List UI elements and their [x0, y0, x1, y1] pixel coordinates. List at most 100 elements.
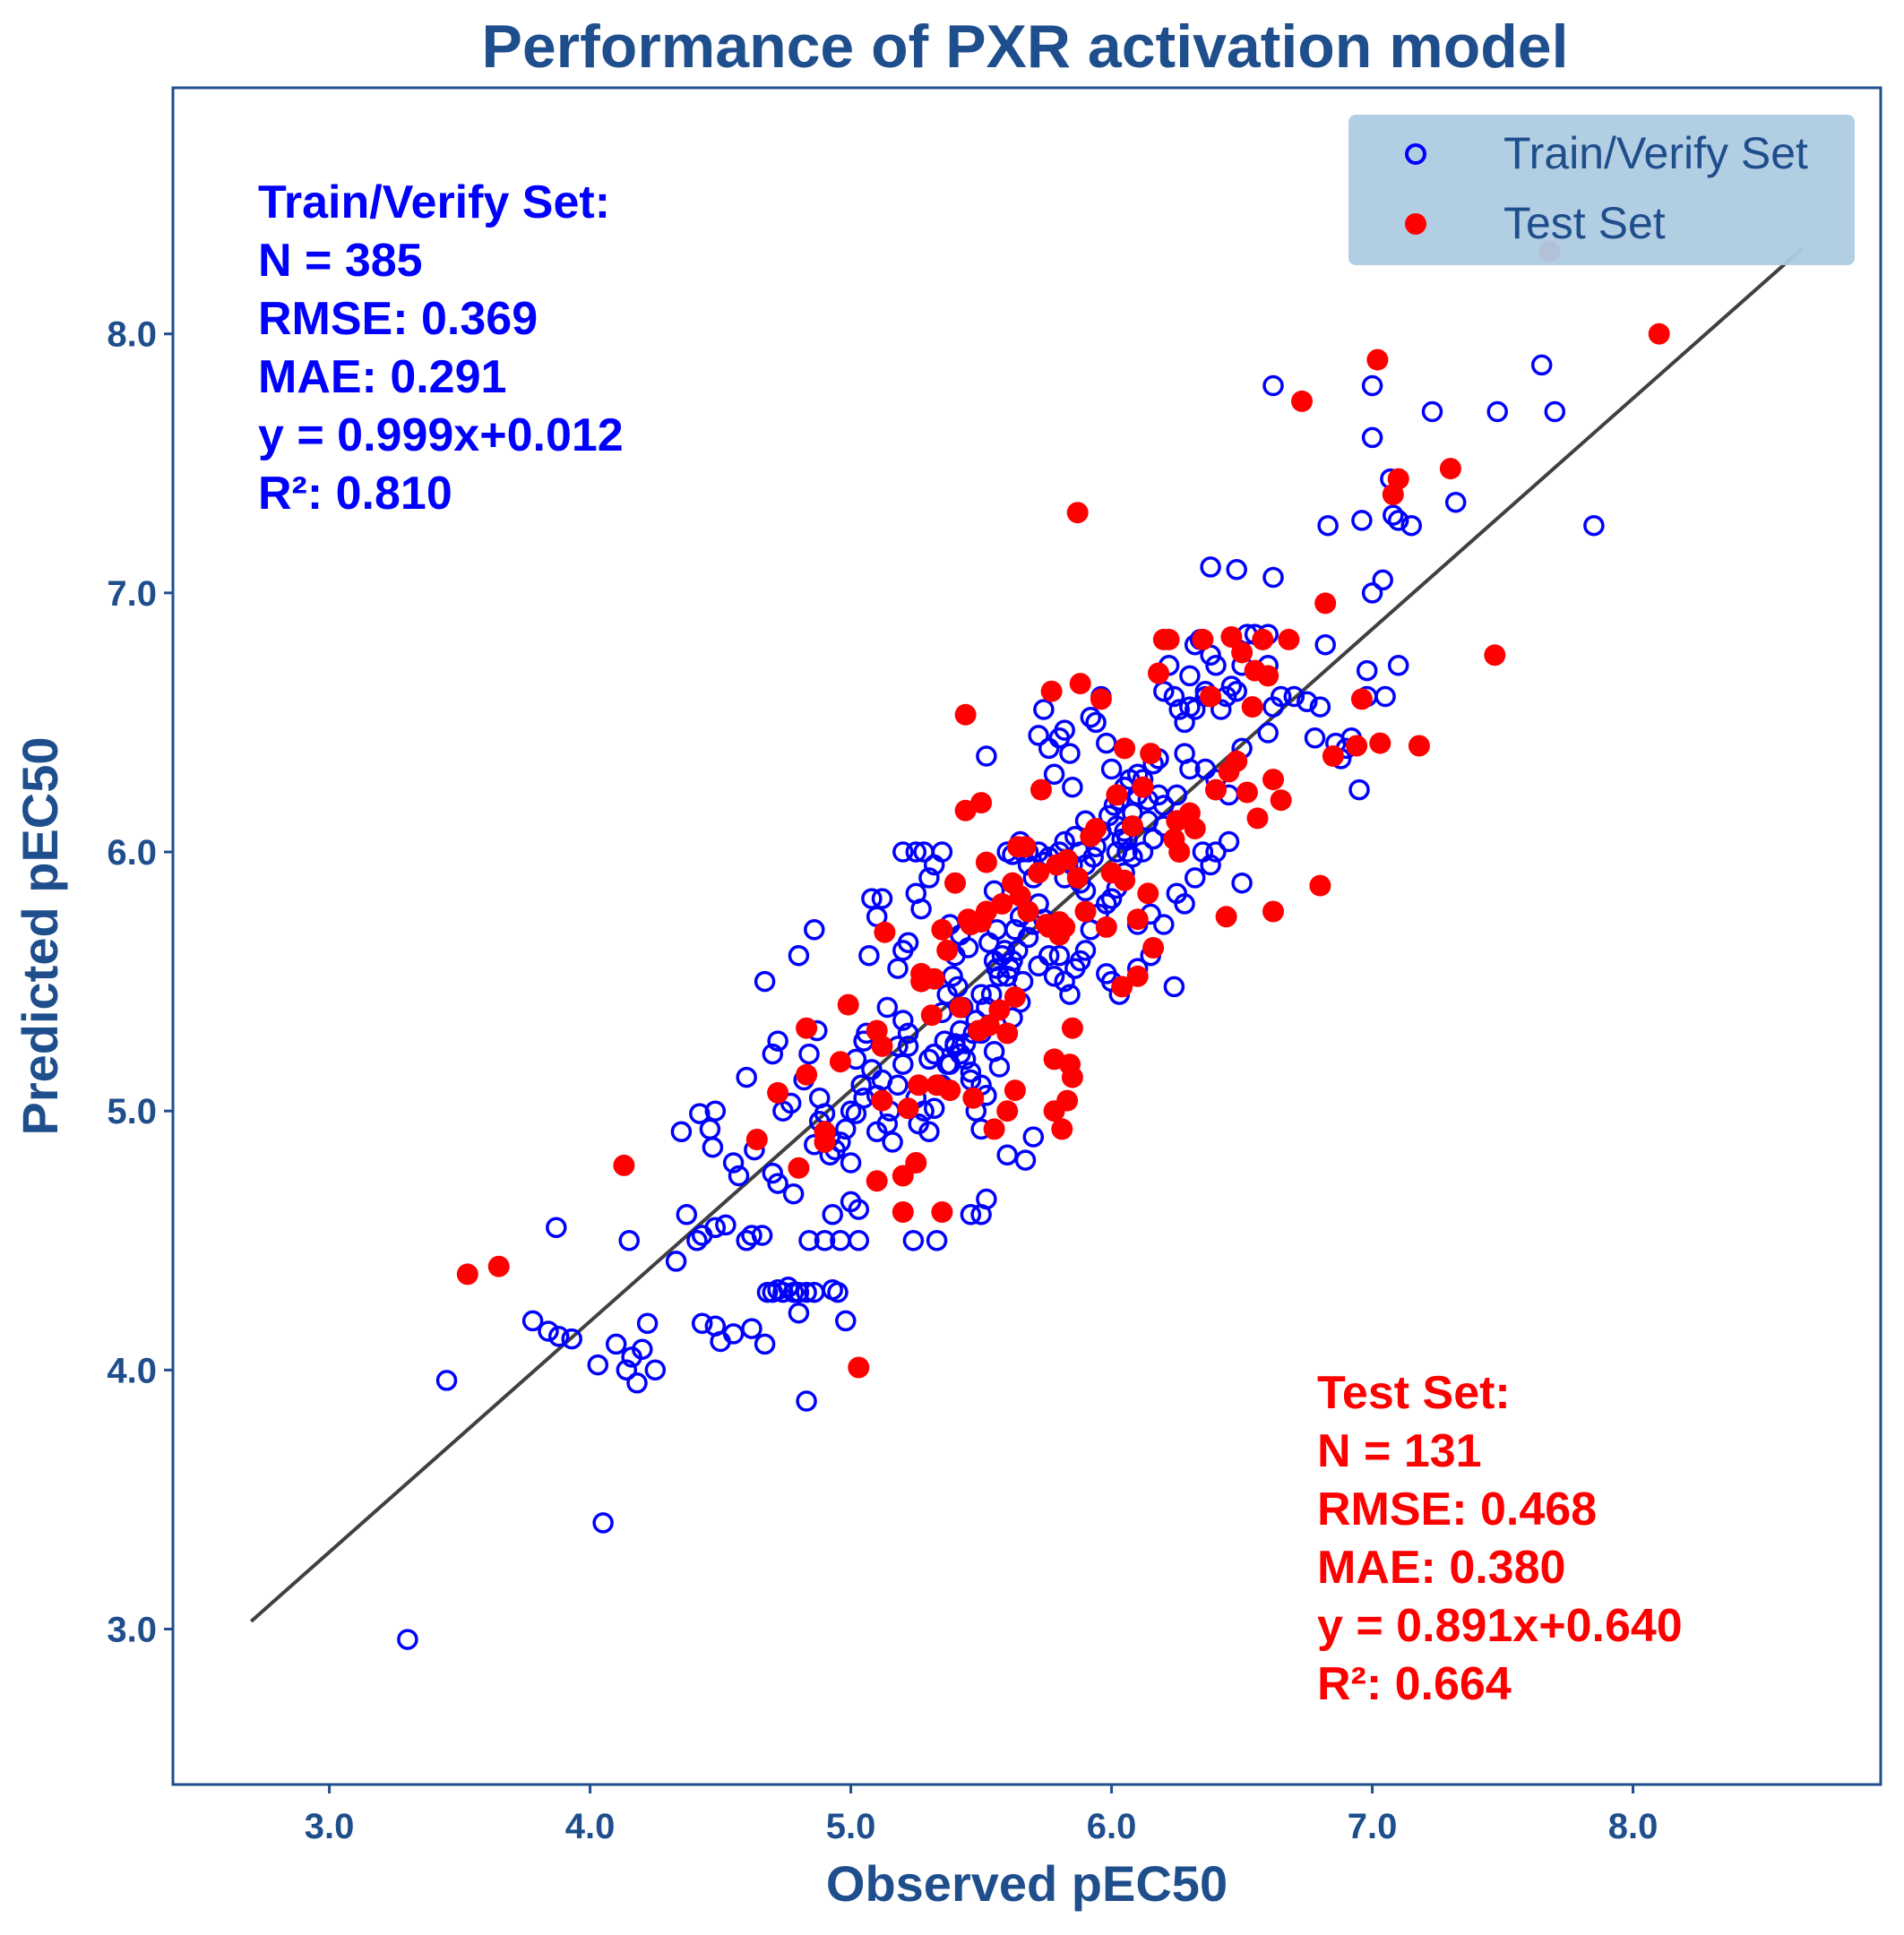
- train-point: [1421, 400, 1443, 423]
- test-point: [1220, 626, 1243, 648]
- y-tick-label: 4.0: [107, 1351, 157, 1390]
- train-point: [1309, 696, 1331, 718]
- test-point: [1314, 592, 1337, 615]
- train-point: [1231, 872, 1253, 894]
- train-point: [1028, 725, 1049, 746]
- test-stats-r2: R²: 0.664: [1317, 1658, 1512, 1710]
- train-point: [1387, 655, 1409, 676]
- train-point: [918, 1048, 940, 1071]
- test-point: [1148, 662, 1169, 684]
- test-point: [991, 892, 1013, 915]
- x-tick-label: 4.0: [565, 1807, 616, 1846]
- test-point: [1158, 628, 1180, 650]
- test-point: [1069, 673, 1091, 695]
- train-point: [592, 1512, 614, 1534]
- train-point: [1054, 719, 1075, 741]
- test-point: [1309, 874, 1331, 897]
- x-tick-label: 5.0: [826, 1807, 876, 1846]
- train-point: [926, 1230, 948, 1251]
- train-point: [1372, 569, 1393, 591]
- test-point: [1014, 836, 1037, 858]
- train-point: [910, 898, 932, 920]
- train-point: [1361, 582, 1383, 604]
- train-point: [947, 976, 969, 998]
- test-point: [1061, 1066, 1083, 1088]
- train-point: [892, 841, 914, 863]
- train-point: [1098, 804, 1120, 827]
- test-point: [931, 918, 953, 941]
- train-point: [626, 1372, 648, 1394]
- train-point: [722, 1152, 745, 1174]
- train-point: [796, 1390, 817, 1412]
- train-point: [882, 1131, 903, 1153]
- test-point: [954, 703, 977, 726]
- chart-title: Performance of PXR activation model: [482, 13, 1569, 81]
- train-point: [1351, 510, 1373, 531]
- test-point: [1648, 322, 1670, 345]
- train-point: [1048, 944, 1071, 967]
- train-point: [931, 841, 953, 863]
- train-point: [605, 1333, 627, 1355]
- train-point: [1257, 722, 1279, 744]
- train-point: [754, 1333, 776, 1355]
- y-tick-label: 5.0: [107, 1092, 157, 1131]
- legend-test-marker: [1405, 213, 1426, 235]
- train-point: [722, 1323, 745, 1345]
- test-point: [1252, 628, 1274, 650]
- train-point: [822, 1204, 843, 1226]
- test-point: [1040, 680, 1063, 702]
- test-point: [931, 1201, 953, 1223]
- train-point: [814, 1230, 836, 1251]
- train-point: [1153, 795, 1175, 816]
- train-point: [1283, 685, 1305, 708]
- train-point: [1317, 514, 1339, 537]
- x-tick-label: 3.0: [305, 1807, 355, 1846]
- test-point: [1126, 965, 1149, 987]
- train-point: [762, 1043, 784, 1065]
- y-tick-label: 3.0: [107, 1611, 157, 1650]
- train-point: [960, 1062, 982, 1083]
- test-point: [796, 1017, 818, 1039]
- train-point: [691, 1312, 713, 1335]
- test-point: [487, 1255, 510, 1277]
- test-point: [1168, 841, 1191, 863]
- test-point: [996, 1100, 1019, 1122]
- test-point: [871, 1089, 893, 1112]
- train-stats-mae: MAE: 0.291: [258, 351, 506, 403]
- test-stats-rmse: RMSE: 0.468: [1317, 1484, 1597, 1535]
- train-point: [777, 1277, 799, 1298]
- train-point: [547, 1326, 570, 1347]
- train-point: [767, 1030, 788, 1052]
- test-point: [874, 921, 896, 943]
- test-point: [962, 1087, 985, 1109]
- test-stats-equation: y = 0.891x+0.640: [1317, 1600, 1683, 1652]
- train-point: [1184, 867, 1206, 889]
- test-point: [1056, 1089, 1079, 1112]
- test-point: [1166, 810, 1188, 832]
- train-point: [1096, 732, 1117, 754]
- train-point: [587, 1354, 609, 1376]
- train-point: [1200, 854, 1221, 876]
- test-point: [1192, 628, 1214, 650]
- test-point: [1350, 688, 1373, 710]
- train-point: [699, 1118, 721, 1140]
- test-point: [1004, 1079, 1026, 1102]
- train-point: [1168, 699, 1190, 720]
- test-stats-mae: MAE: 0.380: [1317, 1542, 1565, 1594]
- train-point: [1205, 841, 1227, 863]
- test-point: [1215, 906, 1237, 928]
- fit-line-layer: [249, 246, 1805, 1623]
- test-point: [1004, 986, 1026, 1008]
- test-point: [1090, 688, 1112, 710]
- train-point: [521, 1310, 544, 1332]
- train-point: [1200, 556, 1221, 578]
- train-point: [908, 1113, 929, 1135]
- train-point: [788, 1302, 810, 1324]
- train-point: [858, 944, 880, 967]
- test-point: [897, 1097, 919, 1120]
- train-point: [876, 996, 899, 1019]
- test-points-layer: [456, 240, 1670, 1379]
- train-point: [1486, 400, 1508, 423]
- train-point: [840, 1152, 862, 1174]
